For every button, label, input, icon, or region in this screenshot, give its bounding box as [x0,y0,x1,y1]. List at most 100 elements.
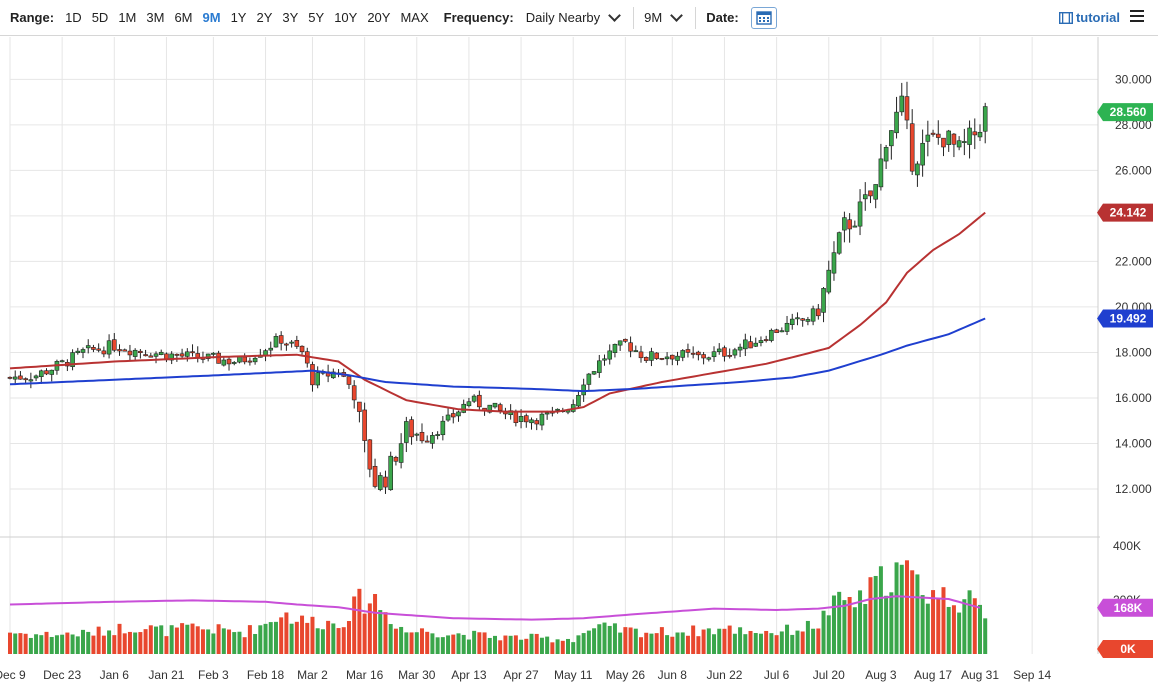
volume-bar [466,639,471,654]
volume-bar [425,631,430,654]
candle-down [148,355,154,358]
volume-bar [790,634,795,654]
candle-down [477,394,482,408]
candle-up [878,158,884,188]
volume-bar [117,623,122,654]
period-value: 9M [644,10,663,25]
candle-up [743,339,748,350]
candle-up [596,360,602,373]
volume-bar [54,635,59,654]
candle-up [873,184,878,200]
range-button-5d[interactable]: 5D [91,10,109,25]
candle-up [649,351,654,361]
price-tick-label: 16.000 [1115,391,1152,405]
candle-up [607,350,613,360]
calendar-icon[interactable] [750,6,777,29]
volume-bar [440,637,445,654]
volume-bar [482,632,487,654]
candle-up [205,353,211,359]
range-button-10y[interactable]: 10Y [334,10,358,25]
volume-zero-badge: 0K [1120,642,1136,656]
tutorial-link[interactable]: tutorial [1058,10,1120,25]
frequency-value: Daily Nearby [525,10,601,25]
volume-bar [81,629,86,654]
volume-bar [159,625,164,654]
candle-up [539,413,545,426]
price-tick-label: 12.000 [1115,482,1152,496]
candle-up [732,349,738,356]
candle-up [962,141,967,143]
volume-bar [435,637,440,654]
range-button-1d[interactable]: 1D [65,10,82,25]
candle-up [59,360,65,363]
candle-up [899,95,905,113]
volume-bar [446,635,451,654]
candle-down [346,376,352,385]
candle-down [138,350,143,353]
range-button-9m[interactable]: 9M [202,10,221,25]
volume-bar [858,590,863,654]
volume-bar [310,616,315,654]
range-button-5y[interactable]: 5Y [308,10,325,25]
price-chart[interactable]: 12.00014.00016.00018.00020.00022.00024.0… [0,37,1158,688]
range-button-2y[interactable]: 2Y [256,10,273,25]
volume-bar [352,596,357,654]
volume-bar [967,590,972,654]
range-button-3m[interactable]: 3M [146,10,165,25]
range-button-20y[interactable]: 20Y [367,10,391,25]
candle-down [628,342,633,352]
last-price-badge: 28.560 [1110,105,1147,119]
candle-up [404,421,409,443]
volume-bar [513,635,518,654]
volume-bar [357,588,362,654]
x-tick-label: Jul 20 [813,668,845,682]
tutorial-label: tutorial [1075,10,1120,25]
frequency-dropdown[interactable]: Daily Nearby [525,9,622,25]
volume-bar [811,628,816,654]
volume-bar [414,632,419,654]
chevron-down-icon [608,9,622,22]
volume-bar [101,635,106,654]
candle-up [440,420,446,436]
candle-down [117,349,122,352]
range-button-max[interactable]: MAX [400,10,429,25]
price-tick-label: 22.000 [1115,254,1152,268]
candle-up [769,329,774,341]
volume-bar [487,637,492,654]
volume-bar [977,604,982,654]
volume-bar [49,636,54,654]
candle-down [748,341,753,349]
hamburger-menu-icon[interactable] [1130,10,1144,25]
candle-down [800,318,805,321]
volume-bar [774,635,779,654]
candle-up [810,308,816,322]
x-tick-label: Mar 16 [346,668,384,682]
volume-bar [60,634,65,654]
volume-bar [305,622,310,654]
volume-bar [983,618,988,654]
range-button-3y[interactable]: 3Y [282,10,299,25]
volume-bar [670,636,675,654]
range-button-6m[interactable]: 6M [174,10,193,25]
candle-up [789,318,795,325]
range-button-1m[interactable]: 1M [118,10,137,25]
range-button-1y[interactable]: 1Y [230,10,247,25]
candle-up [435,434,440,436]
candle-down [659,357,665,360]
candle-down [242,356,247,363]
candle-up [414,433,420,436]
candle-up [185,351,190,357]
volume-bar [195,626,200,654]
period-dropdown[interactable]: 9M [644,9,684,25]
x-tick-label: Dec 9 [0,668,26,682]
volume-bar [263,623,268,654]
candle-up [518,415,524,423]
volume-bar [34,634,39,654]
volume-bar [331,623,336,654]
candle-down [23,378,28,381]
x-tick-label: May 26 [606,668,646,682]
volume-bar [545,636,550,654]
volume-bar [211,633,216,654]
candle-up [289,341,294,344]
candle-up [169,353,174,361]
